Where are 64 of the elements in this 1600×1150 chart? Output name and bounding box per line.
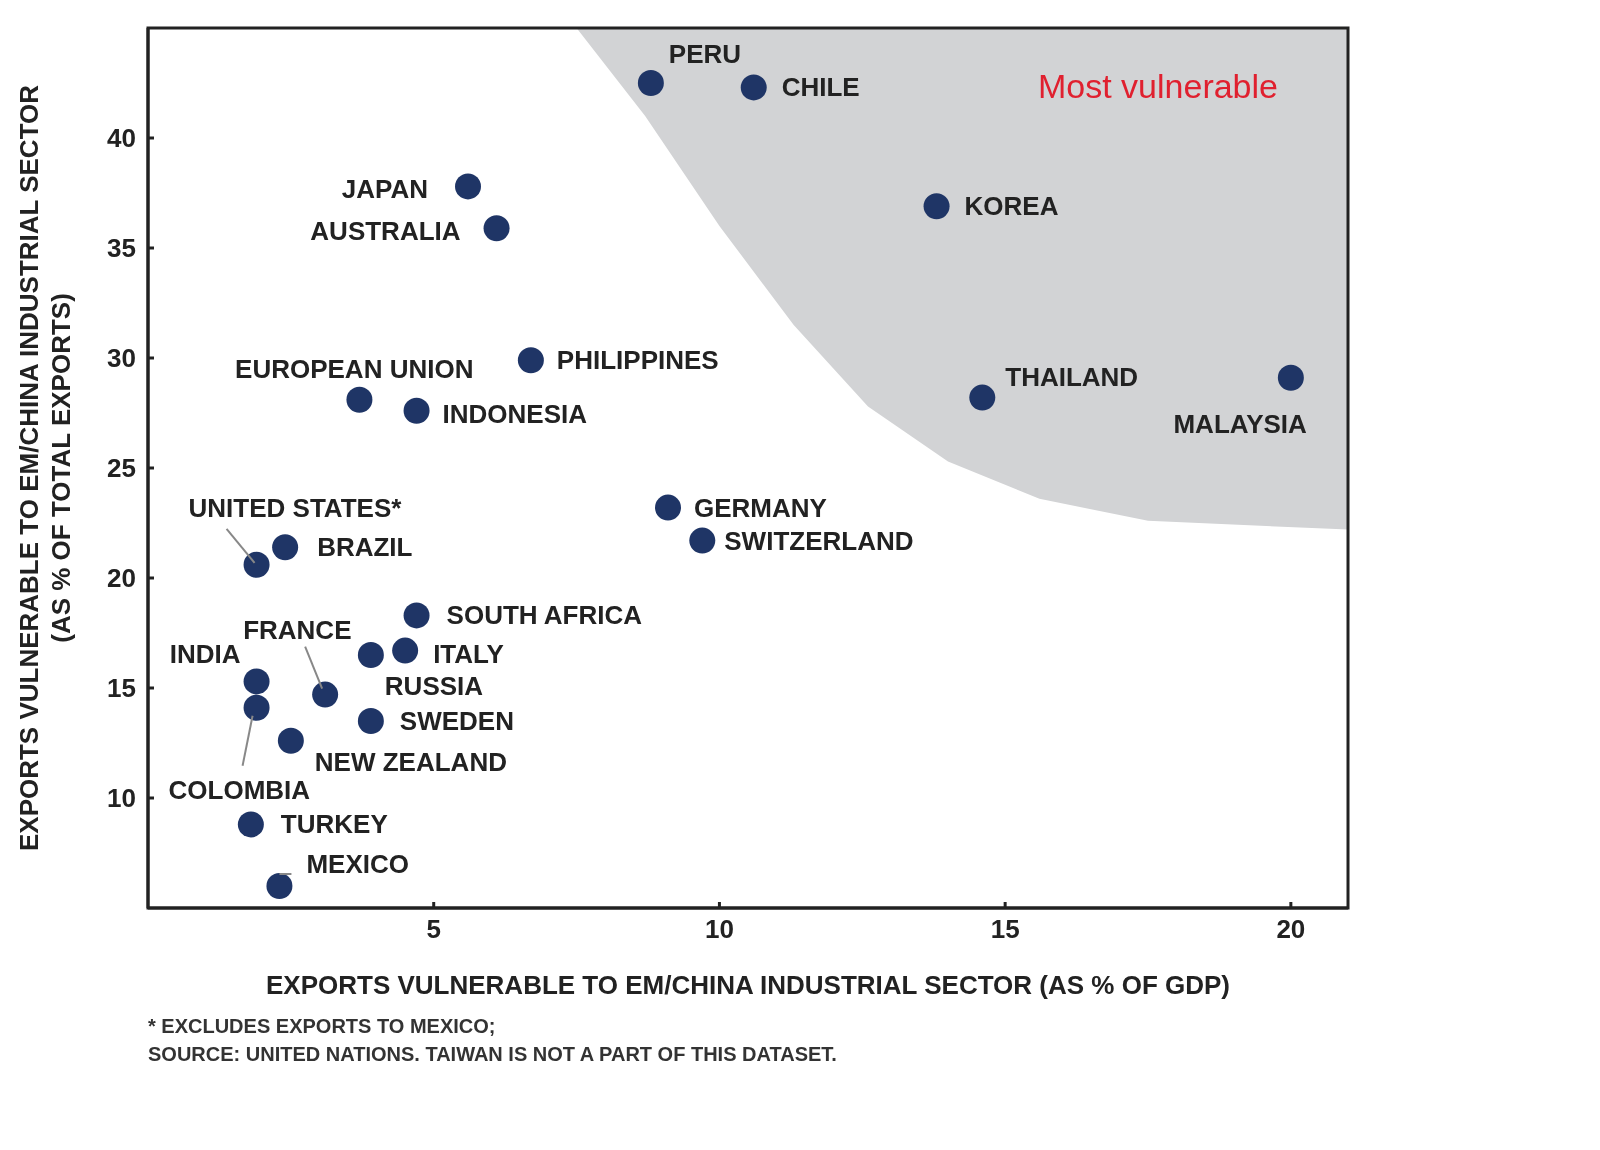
point <box>312 681 339 708</box>
series-label: RUSSIA <box>384 671 484 701</box>
series-label: INDONESIA <box>442 398 588 429</box>
point <box>243 694 270 721</box>
point <box>392 637 419 664</box>
series-label: TURKEY <box>280 809 388 840</box>
point <box>243 551 270 578</box>
point <box>923 193 950 220</box>
x-tick-label: 5 <box>426 914 441 945</box>
series-label: AUSTRALIA <box>310 216 461 247</box>
point <box>243 668 270 695</box>
series-label: SWEDEN <box>399 706 514 736</box>
point <box>637 70 664 96</box>
point <box>237 811 264 838</box>
series-label: CHILE <box>781 72 860 103</box>
series-label: THAILAND <box>1005 361 1139 392</box>
point <box>740 74 767 101</box>
point <box>272 534 299 561</box>
series-label: GERMANY <box>694 492 827 523</box>
text: UNITED STATES* <box>188 492 403 523</box>
point <box>403 602 430 629</box>
y-tick-label: 35 <box>107 233 136 264</box>
point <box>266 873 293 899</box>
x-tick-label: 20 <box>1276 914 1306 945</box>
x-axis-title: EXPORTS VULNERABLE TO EM/CHINA INDUSTRIAL SECTOR (AS % OF GDP) <box>266 970 1230 1000</box>
series-label: EUROPEAN UNION <box>235 353 474 384</box>
y-axis-title: EXPORTS VULNERABLE TO EM/CHINA INDUSTRIAL SECTOR (AS % OF TOTAL EXPORTS) <box>14 84 76 852</box>
point <box>689 527 716 554</box>
point <box>455 173 481 200</box>
series-label: PHILIPPINES <box>556 345 719 376</box>
y-tick-label: 20 <box>107 563 136 594</box>
series-label: MEXICO <box>306 849 410 879</box>
point <box>357 642 384 668</box>
series-label: KOREA <box>964 191 1059 222</box>
series-label: BRAZIL <box>317 532 413 563</box>
x-tick-label: 10 <box>704 914 734 945</box>
series-label: PERU <box>668 39 742 69</box>
y-tick-label: 25 <box>107 453 136 484</box>
point <box>277 727 304 754</box>
series-label: SOUTH AFRICA <box>446 600 643 631</box>
y-tick-label: 15 <box>107 673 136 704</box>
y-tick-label: 40 <box>107 123 136 154</box>
point <box>357 708 384 734</box>
footnote: * EXCLUDES EXPORTS TO MEXICO; <box>148 1014 497 1039</box>
point <box>517 347 544 374</box>
footnote: SOURCE: UNITED NATIONS. TAIWAN IS NOT A PART OF THIS DATASET. <box>148 1042 838 1067</box>
point <box>403 397 430 424</box>
series-label: ITALY <box>433 638 504 669</box>
series-label: NEW ZEALAND <box>314 746 507 777</box>
annotation: Most vulnerable <box>1037 67 1278 105</box>
series-label: FRANCE <box>243 614 352 645</box>
point <box>483 215 510 242</box>
series-label: JAPAN <box>341 174 428 205</box>
point <box>969 384 996 411</box>
series-label: SWITZERLAND <box>724 525 914 556</box>
series-label: INDIA <box>169 639 241 670</box>
series-label: MALAYSIA <box>1173 408 1308 439</box>
x-tick-label: 15 <box>990 914 1020 945</box>
point <box>346 386 373 413</box>
text: COLOMBIA <box>168 774 311 805</box>
point <box>1277 364 1304 391</box>
y-tick-label: 10 <box>107 783 136 814</box>
y-tick-label: 30 <box>107 343 136 374</box>
point <box>655 494 681 521</box>
